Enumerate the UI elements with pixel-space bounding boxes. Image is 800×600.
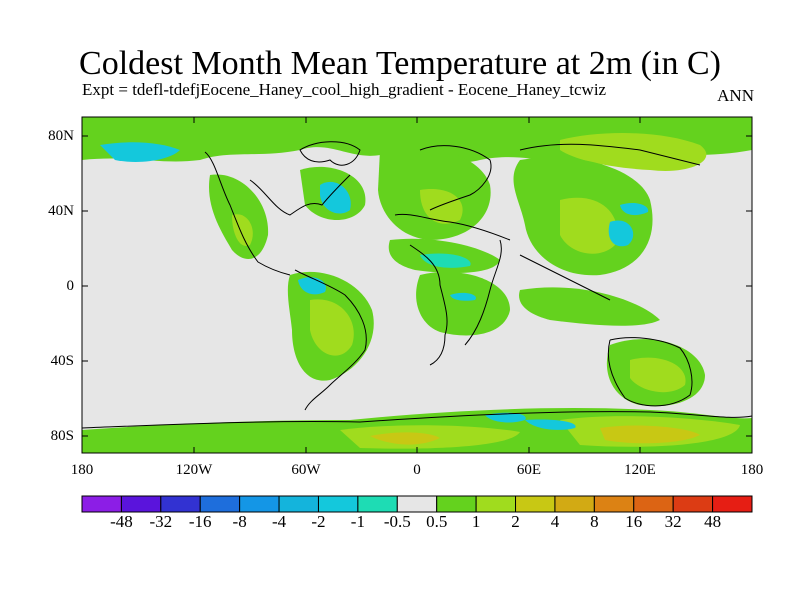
- colorbar-label: 8: [590, 512, 599, 531]
- colorbar-label: -2: [311, 512, 326, 531]
- lon-label-60e: 60E: [516, 462, 542, 478]
- map-title: Coldest Month Mean Temperature at 2m (in…: [79, 45, 721, 82]
- colorbar-swatch: [317, 495, 359, 513]
- lon-label-180w: 180: [70, 462, 94, 478]
- experiment-subtitle: Expt = tdefl-tdefjEocene_Haney_cool_high…: [82, 80, 607, 99]
- season-label: ANN: [717, 86, 754, 105]
- tick-marks: [82, 117, 752, 453]
- colorbar-label: 16: [625, 512, 643, 531]
- colorbar-label: 2: [511, 512, 520, 531]
- colorbar-swatch: [396, 495, 438, 513]
- colorbar-label: -16: [188, 512, 212, 531]
- colorbar-swatch: [81, 495, 122, 513]
- colorbar-swatch: [593, 495, 635, 513]
- colorbar-label: 0.5: [426, 512, 448, 531]
- colorbar-label: 48: [704, 512, 722, 531]
- temperature-field: [82, 117, 752, 453]
- colorbar-label: -4: [271, 512, 287, 531]
- colorbar-label: -0.5: [383, 512, 411, 531]
- colorbar-swatch: [357, 495, 398, 513]
- colorbar-swatch: [199, 495, 241, 513]
- colorbar-swatch: [160, 495, 201, 513]
- colorbar-swatch: [436, 495, 477, 513]
- lat-label-40n: 40N: [48, 203, 74, 219]
- lon-label-120e: 120E: [624, 462, 656, 478]
- lat-label-80s: 80S: [50, 428, 74, 444]
- lon-label-60w: 60W: [291, 462, 321, 478]
- colorbar-swatch: [278, 495, 319, 513]
- lat-label-40s: 40S: [50, 353, 74, 369]
- lat-label-0: 0: [66, 278, 75, 294]
- lon-label-0: 0: [413, 462, 421, 478]
- coastlines: [82, 141, 752, 429]
- colorbar-label: 1: [471, 512, 481, 531]
- colorbar-label: -48: [110, 512, 133, 531]
- colorbar-swatch: [712, 495, 753, 513]
- colorbar-label: 32: [664, 512, 682, 531]
- lon-label-120w: 120W: [175, 462, 213, 478]
- colorbar-swatch: [633, 495, 674, 513]
- colorbar-swatch: [554, 495, 595, 513]
- colorbar-swatch: [672, 495, 714, 513]
- colorbar-swatch: [239, 495, 280, 513]
- lon-label-180e: 180: [740, 462, 764, 478]
- colorbar-swatch: [120, 495, 162, 513]
- colorbar-label: -32: [149, 512, 173, 531]
- colorbar-swatch: [475, 495, 517, 513]
- colorbar-label: 4: [550, 512, 560, 531]
- colorbar-label: -1: [350, 512, 365, 531]
- lat-label-80n: 80N: [48, 128, 74, 144]
- colorbar-swatch: [515, 495, 556, 513]
- colorbar-label: -8: [232, 512, 247, 531]
